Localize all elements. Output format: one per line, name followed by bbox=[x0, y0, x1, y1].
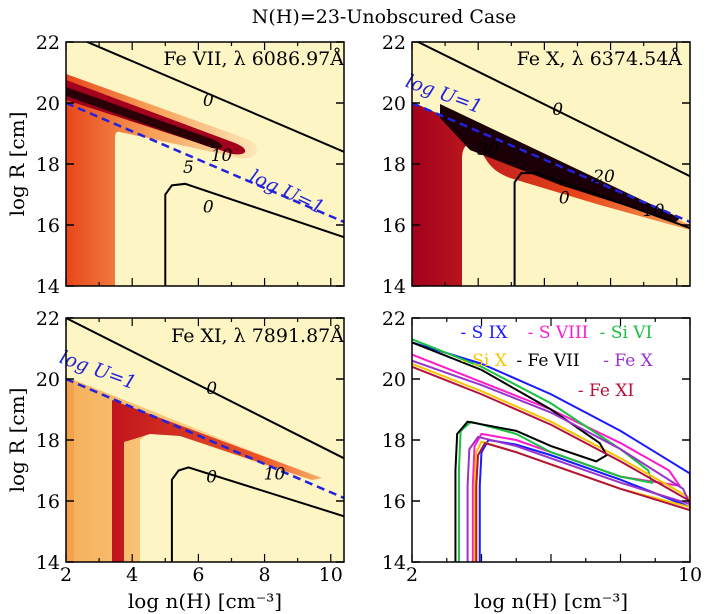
bottom-left-ytick-label: 22 bbox=[36, 308, 60, 330]
bottom-right-ytick-label: 22 bbox=[382, 308, 406, 330]
top-left-ytick-label: 22 bbox=[36, 32, 60, 54]
legend-s-viii: - S VIII bbox=[528, 323, 589, 343]
bottom-left-ytick-label: 14 bbox=[36, 552, 60, 574]
bottom-left-xtick-label: 6 bbox=[192, 564, 204, 586]
top-right-ytick-label: 18 bbox=[382, 154, 406, 176]
top-left-logu-line bbox=[66, 101, 344, 224]
fe-xi-base-gradient bbox=[66, 380, 74, 562]
top-right-contour-label-3: 20 bbox=[592, 167, 615, 187]
top-right-contour-label-4: 10 bbox=[643, 201, 665, 221]
bottom-right-ytick-label: 16 bbox=[382, 491, 406, 513]
figure-title: N(H)=23-Unobscured Case bbox=[252, 6, 516, 28]
top-left-contour-label-3: 10 bbox=[211, 146, 233, 166]
series-fe-vii bbox=[412, 341, 608, 562]
top-right-ytick-label: 14 bbox=[382, 276, 406, 298]
series-fe-x bbox=[412, 359, 690, 562]
fe-xi-peak-region bbox=[112, 400, 322, 562]
bottom-left-xlabel: log n(H) [cm⁻³] bbox=[128, 589, 282, 613]
bottom-left-contour-label-0: 0 bbox=[206, 379, 217, 399]
bottom-right-ytick-label: 14 bbox=[382, 552, 406, 574]
top-right-contour-0 bbox=[415, 42, 690, 178]
series-s-ix bbox=[412, 341, 690, 562]
top-right-ytick-label: 16 bbox=[382, 215, 406, 237]
top-right-contour-1 bbox=[513, 172, 690, 286]
top-left-contour-label-0: 0 bbox=[203, 91, 214, 111]
top-right-plot: 0 0 30 20 10 bbox=[412, 42, 690, 286]
bottom-left-ytick-label: 20 bbox=[36, 369, 60, 391]
top-left-ytick-label: 14 bbox=[36, 276, 60, 298]
top-left-ylabel: log R [cm] bbox=[5, 112, 29, 217]
bottom-left-contour-label-2: 10 bbox=[264, 465, 286, 485]
legend-fe-vii: - Fe VII bbox=[516, 351, 579, 371]
legend-fe-xi: - Fe XI bbox=[578, 381, 634, 401]
top-left-ytick-label: 20 bbox=[36, 93, 60, 115]
fe-vii-emission-region bbox=[66, 74, 257, 286]
top-right-contour-label-0: 0 bbox=[552, 100, 563, 120]
panel-fe-xi bbox=[66, 318, 344, 562]
legend-fe-x: - Fe X bbox=[603, 351, 653, 371]
bottom-left-title: Fe XI, λ 7891.87Å bbox=[171, 325, 344, 347]
bottom-left-xtick-label: 4 bbox=[126, 564, 138, 586]
top-right-contour-label-2: 30 bbox=[477, 140, 499, 160]
bottom-left-xtick-label: 8 bbox=[259, 564, 271, 586]
bottom-left-plot: 0 0 10 bbox=[66, 318, 344, 562]
legend-si-x: - Si X bbox=[461, 351, 508, 371]
bottom-right-ytick-label: 20 bbox=[382, 369, 406, 391]
fe-vii-core bbox=[66, 87, 223, 149]
panel-fe-x bbox=[412, 42, 690, 286]
bottom-right-plot bbox=[412, 338, 690, 562]
top-left-contour-1 bbox=[164, 182, 344, 286]
panel-fe-vii bbox=[66, 42, 344, 286]
bottom-left-xtick-label: 10 bbox=[319, 564, 343, 586]
bottom-left-contour-label-1: 0 bbox=[206, 468, 217, 488]
top-right-ytick-label: 22 bbox=[382, 32, 406, 54]
bottom-left-contour-0 bbox=[66, 318, 344, 460]
bottom-left-ytick-label: 16 bbox=[36, 491, 60, 513]
top-left-contour-0 bbox=[84, 42, 344, 153]
bottom-left-contour-1 bbox=[170, 466, 344, 562]
bottom-left-ytick-label: 18 bbox=[36, 430, 60, 452]
top-left-ytick-label: 18 bbox=[36, 154, 60, 176]
bottom-right-ytick-label: 18 bbox=[382, 430, 406, 452]
top-left-title: Fe VII, λ 6086.97Å bbox=[163, 48, 344, 70]
top-right-logu-line bbox=[412, 101, 690, 224]
top-right-ytick-label: 20 bbox=[382, 93, 406, 115]
bottom-right-xtick-label: 10 bbox=[678, 564, 702, 586]
bottom-right-xtick-label: 2 bbox=[406, 564, 418, 586]
bottom-left-ylabel: log R [cm] bbox=[5, 388, 29, 493]
top-right-title: Fe X, λ 6374.54Å bbox=[517, 48, 683, 70]
top-left-contour-label-2: 5 bbox=[183, 158, 194, 178]
bottom-right-xlabel: log n(H) [cm⁻³] bbox=[474, 589, 628, 613]
top-right-contour-label-1: 0 bbox=[559, 189, 570, 209]
series-fe-xi bbox=[412, 365, 690, 562]
legend-s-ix: - S IX bbox=[460, 323, 508, 343]
top-left-ytick-label: 16 bbox=[36, 215, 60, 237]
bottom-left-xtick-label: 2 bbox=[60, 564, 72, 586]
legend-si-vi: - Si VI bbox=[600, 323, 653, 343]
top-left-contour-label-1: 0 bbox=[203, 198, 214, 218]
bottom-left-logu-line bbox=[66, 377, 344, 500]
